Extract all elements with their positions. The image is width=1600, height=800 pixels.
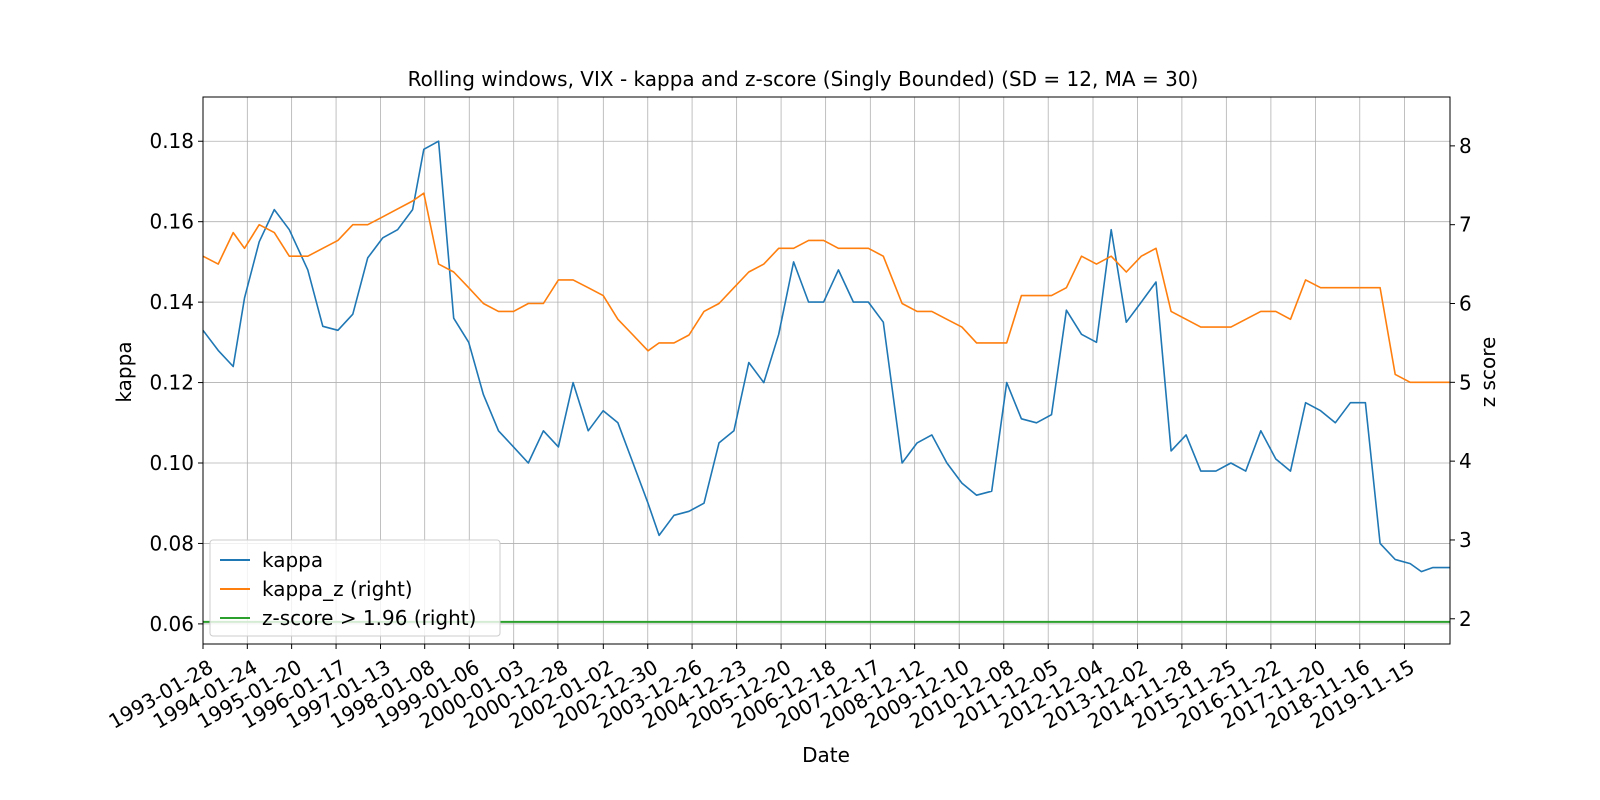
legend-label: z-score > 1.96 (right) [262,606,476,630]
y-tick-label-right: 6 [1459,292,1472,316]
y-tick-label-left: 0.18 [149,129,194,153]
y-tick-label-right: 4 [1459,449,1472,473]
y-tick-label-right: 2 [1459,607,1472,631]
y-tick-label-right: 7 [1459,213,1472,237]
y-axis-label-right: z score [1476,337,1500,408]
y-tick-label-left: 0.08 [149,531,194,555]
axes: 1993-01-281994-01-241995-01-201996-01-17… [104,129,1471,733]
plot-frame [202,96,1451,645]
y-tick-label-left: 0.06 [149,612,194,636]
legend-label: kappa_z (right) [262,577,413,601]
y-tick-label-right: 5 [1459,370,1472,394]
y-tick-label-left: 0.14 [149,290,194,314]
y-tick-label-right: 8 [1459,134,1472,158]
legend: kappa kappa_z (right) z-score > 1.96 (righ… [209,539,501,637]
chart-title: Rolling windows, VIX - kappa and z-score… [408,67,1199,91]
series-line-kappa-z-right [202,192,1450,384]
legend-label: kappa [262,548,323,572]
y-tick-label-left: 0.12 [149,371,194,395]
y-tick-label-right: 3 [1459,528,1472,552]
series-line-kappa [202,140,1450,573]
legend-box [209,539,501,637]
y-axis-label-left: kappa [112,341,136,402]
grid [202,97,1450,644]
y-tick-label-left: 0.16 [149,210,194,234]
y-tick-label-left: 0.10 [149,451,194,475]
x-axis-label: Date [802,743,850,767]
